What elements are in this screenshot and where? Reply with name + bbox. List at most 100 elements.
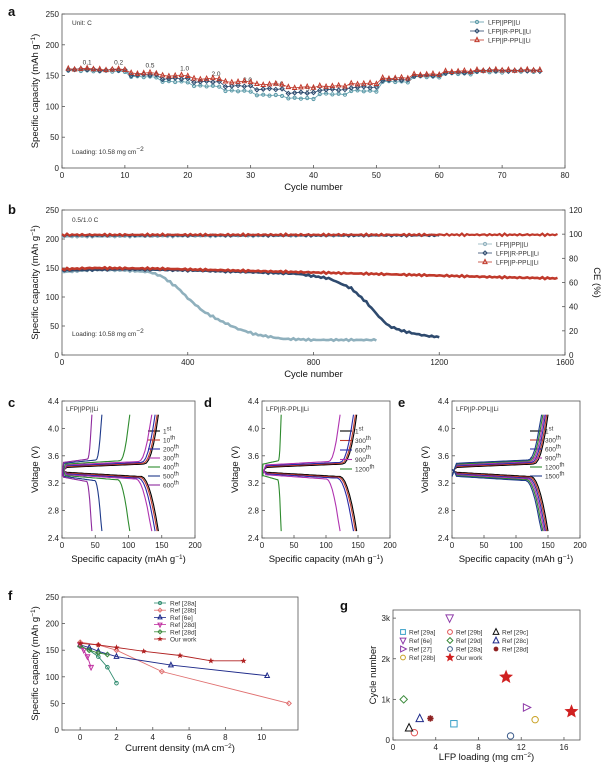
panel-e-ylabel: Voltage (V) [420, 446, 431, 493]
panel-g-legend-label: Ref [27] [409, 647, 432, 654]
charge-curve [61, 414, 159, 477]
data-point [87, 664, 95, 672]
data-point [279, 80, 285, 87]
panel-c-label: c [8, 395, 15, 410]
panel-a-xtick-label: 20 [183, 171, 192, 180]
data-point [524, 65, 531, 72]
panel-c-legend-label: 10th​ [163, 436, 175, 445]
data-point [177, 652, 183, 659]
panel-e-legend-label: 300th​ [545, 436, 561, 445]
panel-e-ytick-label: 3.2 [438, 479, 450, 488]
panel-g-legend-label: Ref [28a] [456, 647, 483, 654]
data-point [247, 82, 254, 89]
discharge-curve [451, 469, 549, 532]
discharge-curve [451, 469, 545, 532]
panel-e-xtick-label: 100 [509, 541, 523, 550]
data-point [342, 82, 348, 89]
data-point [134, 70, 141, 76]
panel-g-ylabel: Cycle number [368, 646, 379, 705]
charge-curve [61, 414, 93, 477]
panel-f-legend-label: Ref [28a] [170, 601, 197, 608]
data-point [121, 66, 128, 72]
data-point [78, 68, 83, 74]
discharge-curve [61, 469, 156, 532]
data-point [264, 671, 271, 679]
panel-f-label: f [8, 588, 13, 603]
data-point [241, 83, 248, 90]
panel-b-y2tick-label: 0 [569, 351, 574, 360]
panel-a-xtick-label: 60 [435, 171, 444, 180]
data-point [291, 90, 298, 96]
charge-curve [451, 414, 546, 477]
panel-a-xtick-label: 80 [561, 171, 570, 180]
data-point [273, 92, 278, 98]
legend-marker [493, 646, 499, 652]
data-point [492, 65, 499, 72]
legend-marker [492, 635, 500, 644]
panel-d-ytick-label: 2.8 [248, 507, 260, 516]
panel-e-ytick-label: 4.0 [438, 424, 450, 433]
panel-e-title: LFP||P-PPL||Li [456, 406, 499, 413]
panel-c-ytick-label: 3.2 [48, 479, 60, 488]
data-point [128, 69, 135, 75]
data-point [272, 79, 279, 86]
legend-marker [399, 637, 407, 646]
data-point [499, 66, 506, 73]
data-point [260, 86, 267, 92]
data-point [96, 65, 103, 72]
panel-c-ytick-label: 4.4 [48, 397, 60, 406]
data-point [228, 83, 235, 89]
panel-c-xtick-label: 50 [91, 541, 100, 550]
panel-f-ytick-label: 100 [46, 673, 60, 682]
data-point [348, 79, 355, 86]
panel-c-title: LFP||PP||Li [66, 406, 98, 413]
data-point [436, 70, 443, 77]
charge-curve [451, 414, 543, 477]
panel-a-ytick-label: 250 [46, 10, 60, 19]
data-point [373, 80, 380, 87]
charge-curve [61, 414, 131, 477]
panel-g-label: g [340, 598, 348, 613]
panel-e-xtick-label: 50 [480, 541, 489, 550]
charge-curve [61, 414, 156, 477]
rate-label: 3.0 [243, 77, 252, 84]
data-point [354, 80, 361, 87]
panel-f-legend-label: Ref [28d] [170, 622, 197, 629]
data-point [292, 95, 297, 100]
panel-f-xtick-label: 0 [78, 733, 83, 742]
panel-g-point [410, 728, 419, 737]
panel-b-xlabel: Cycle number [284, 369, 343, 380]
data-point [379, 74, 386, 80]
rate-label: 0.5 [146, 63, 155, 70]
data-point [159, 71, 166, 78]
data-point [530, 66, 537, 73]
data-point [405, 80, 410, 85]
panel-g-legend-label: Ref [28c] [502, 638, 528, 645]
panel-f-series-line [80, 642, 244, 662]
data-point [153, 69, 160, 76]
data-point [207, 657, 214, 664]
panel-d-xtick-label: 150 [351, 541, 365, 550]
data-point [335, 81, 342, 88]
panel-f-xtick-label: 8 [223, 733, 228, 742]
panel-d-xtick-label: 0 [260, 541, 265, 550]
panel-f-legend-label: Ref [28b] [170, 608, 197, 615]
data-point [398, 73, 405, 80]
panel-c-legend-label: 600th​ [163, 481, 179, 490]
panel-g-point [404, 722, 414, 732]
data-point [158, 668, 165, 675]
panel-a-series-2 [65, 64, 543, 91]
panel-f-ytick-label: 50 [50, 699, 59, 708]
panel-g-ytick-label: 3k [382, 614, 391, 623]
legend-marker [157, 636, 163, 642]
panel-e-curve-2 [451, 414, 546, 532]
data-point [367, 84, 373, 91]
data-point [266, 80, 273, 87]
data-point [323, 82, 329, 89]
panel-a-xtick-label: 10 [120, 171, 129, 180]
panel-d-legend-label: 600th​ [355, 446, 371, 455]
panel-a-xtick-label: 50 [372, 171, 381, 180]
legend-marker [157, 622, 163, 629]
panel-c-xtick-label: 200 [188, 541, 202, 550]
panel-d-ytick-label: 4.4 [248, 397, 260, 406]
